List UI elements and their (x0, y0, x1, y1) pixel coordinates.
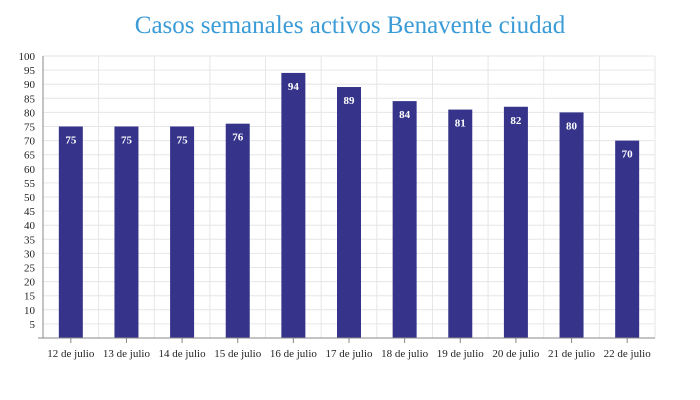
y-axis-ticks: 5 10 15 20 25 30 35 40 45 50 55 60 65 70 75 80 85 90 95 100 (19, 51, 36, 331)
y-tick-label: 20 (24, 277, 36, 289)
data-labels: 75 75 75 76 94 89 84 81 82 80 70 (65, 81, 633, 161)
y-tick-label: 80 (24, 107, 36, 119)
bar-11 (615, 140, 640, 338)
y-tick-label: 55 (24, 178, 36, 190)
y-tick-label: 70 (24, 136, 36, 148)
y-tick-label: 40 (24, 220, 36, 232)
x-axis-ticks: 12 de julio 13 de julio 14 de julio 15 de j… (47, 338, 651, 360)
bar-6 (337, 87, 361, 339)
chart-title: Casos semanales activos Benavente ciudad (134, 12, 566, 39)
data-label: 75 (121, 135, 133, 147)
data-label: 70 (622, 149, 634, 161)
bar-3 (170, 126, 195, 338)
data-label: 84 (399, 109, 411, 121)
bar-5 (281, 72, 306, 339)
x-tick-label: 20 de julio (492, 348, 540, 360)
x-tick-label: 13 de julio (103, 348, 151, 360)
bar-7 (392, 101, 417, 339)
x-tick-label: 19 de julio (437, 348, 485, 360)
y-tick-label: 95 (24, 65, 36, 77)
x-tick-label: 17 de julio (325, 348, 373, 360)
bar-1 (58, 126, 83, 338)
x-tick-label: 16 de julio (270, 348, 318, 360)
data-label: 89 (344, 95, 356, 107)
data-label: 80 (566, 120, 578, 132)
y-tick-label: 45 (24, 206, 36, 218)
data-label: 82 (510, 115, 522, 127)
y-tick-label: 30 (24, 248, 36, 260)
bar-9 (503, 106, 528, 338)
y-tick-label: 35 (24, 234, 36, 246)
x-tick-label: 14 de julio (159, 348, 207, 360)
data-label: 75 (177, 135, 189, 147)
bar-8 (448, 109, 473, 338)
y-tick-label: 65 (24, 150, 36, 162)
y-tick-label: 75 (24, 122, 36, 134)
x-tick-label: 18 de julio (381, 348, 429, 360)
y-tick-label: 10 (24, 305, 36, 317)
bar-2 (114, 126, 139, 338)
data-label: 75 (65, 135, 77, 147)
bar-10 (559, 112, 584, 339)
x-tick-label: 12 de julio (47, 348, 95, 360)
bars (58, 72, 640, 339)
y-tick-label: 25 (24, 263, 36, 275)
data-label: 94 (288, 81, 300, 93)
x-tick-label: 22 de julio (604, 348, 652, 360)
y-tick-label: 60 (24, 164, 36, 176)
x-tick-label: 21 de julio (548, 348, 596, 360)
x-tick-label: 15 de julio (214, 348, 262, 360)
y-tick-label: 90 (24, 79, 36, 91)
y-tick-label: 5 (30, 319, 36, 331)
axes (38, 56, 655, 339)
y-tick-label: 100 (19, 51, 36, 63)
bar-4 (225, 123, 250, 339)
data-label: 81 (455, 118, 466, 130)
y-tick-label: 50 (24, 192, 36, 204)
y-tick-label: 85 (24, 93, 36, 105)
y-tick-label: 15 (24, 291, 36, 303)
data-label: 76 (232, 132, 244, 144)
